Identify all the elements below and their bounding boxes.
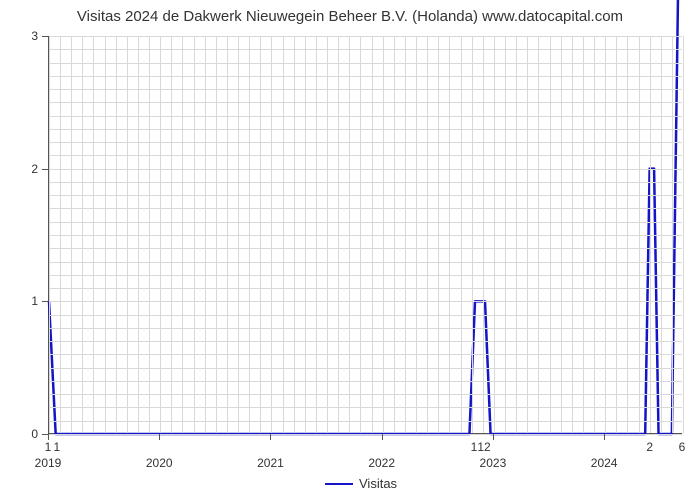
gridline-horizontal — [49, 288, 682, 289]
data-point-label: 1 — [54, 440, 61, 454]
y-tick — [42, 36, 48, 37]
gridline-horizontal — [49, 49, 682, 50]
gridline-horizontal — [49, 354, 682, 355]
y-axis-label: 2 — [0, 162, 38, 176]
y-axis-label: 3 — [0, 29, 38, 43]
x-tick — [382, 434, 383, 440]
x-tick — [493, 434, 494, 440]
x-axis-label: 2024 — [591, 456, 618, 470]
chart-title: Visitas 2024 de Dakwerk Nieuwegein Behee… — [0, 8, 700, 25]
gridline-horizontal — [49, 76, 682, 77]
gridline-horizontal — [49, 301, 682, 302]
gridline-horizontal — [49, 275, 682, 276]
gridline-horizontal — [49, 341, 682, 342]
x-axis-label: 2022 — [368, 456, 395, 470]
y-tick — [42, 301, 48, 302]
gridline-horizontal — [49, 182, 682, 183]
data-point-label: 6 — [679, 440, 686, 454]
gridline-horizontal — [49, 262, 682, 263]
gridline-horizontal — [49, 394, 682, 395]
legend-label: Visitas — [359, 476, 397, 491]
gridline-horizontal — [49, 222, 682, 223]
x-axis-label: 2019 — [35, 456, 62, 470]
x-axis-label: 2020 — [146, 456, 173, 470]
gridline-horizontal — [49, 368, 682, 369]
gridline-vertical — [683, 36, 684, 433]
legend-swatch — [325, 483, 353, 485]
gridline-horizontal — [49, 235, 682, 236]
data-point-label: 1 — [477, 440, 484, 454]
gridline-horizontal — [49, 434, 682, 435]
x-tick — [159, 434, 160, 440]
x-tick — [270, 434, 271, 440]
chart-container: Visitas 2024 de Dakwerk Nieuwegein Behee… — [0, 0, 700, 500]
legend: Visitas — [325, 476, 397, 491]
plot-area — [48, 36, 682, 434]
data-point-label: 2 — [484, 440, 491, 454]
data-point-label: 2 — [646, 440, 653, 454]
x-axis-label: 2021 — [257, 456, 284, 470]
gridline-horizontal — [49, 208, 682, 209]
gridline-horizontal — [49, 248, 682, 249]
gridline-horizontal — [49, 155, 682, 156]
y-tick — [42, 169, 48, 170]
gridline-horizontal — [49, 407, 682, 408]
data-point-label: 1 — [471, 440, 478, 454]
x-axis-label: 2023 — [480, 456, 507, 470]
gridline-horizontal — [49, 102, 682, 103]
gridline-horizontal — [49, 129, 682, 130]
x-tick — [604, 434, 605, 440]
gridline-horizontal — [49, 421, 682, 422]
gridline-horizontal — [49, 142, 682, 143]
gridline-horizontal — [49, 36, 682, 37]
gridline-horizontal — [49, 381, 682, 382]
y-axis-label: 0 — [0, 427, 38, 441]
y-axis-label: 1 — [0, 294, 38, 308]
gridline-horizontal — [49, 169, 682, 170]
gridline-horizontal — [49, 89, 682, 90]
gridline-horizontal — [49, 63, 682, 64]
gridline-horizontal — [49, 315, 682, 316]
gridline-horizontal — [49, 328, 682, 329]
data-point-label: 1 — [45, 440, 52, 454]
gridline-horizontal — [49, 116, 682, 117]
gridline-horizontal — [49, 195, 682, 196]
